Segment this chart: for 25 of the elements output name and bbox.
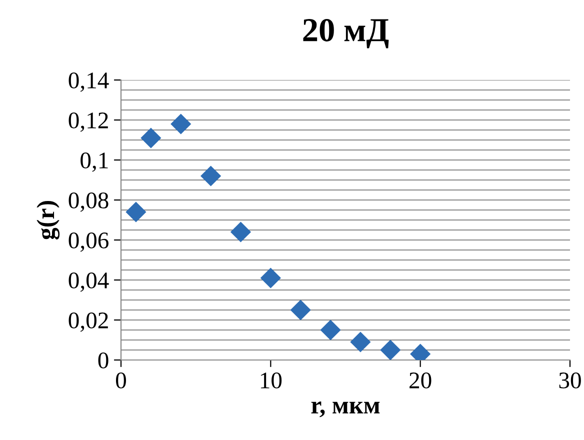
x-tick-label: 20 [410, 372, 432, 388]
y-tick-label: 0,06 [68, 232, 108, 252]
y-axis-title: g(r) [36, 200, 60, 240]
point [260, 268, 281, 288]
point [350, 332, 371, 352]
y-tick-label: 0,02 [68, 312, 108, 332]
point [170, 114, 192, 134]
point [140, 128, 162, 148]
y-tick-label: 0,08 [68, 192, 108, 212]
y-tick-label: 0,04 [68, 272, 109, 292]
point [230, 222, 252, 242]
y-tick-label: 0,14 [68, 72, 109, 92]
x-tick-label: 0 [116, 372, 126, 388]
point [290, 300, 311, 320]
x-tick-label: 10 [260, 372, 282, 388]
chart-title: 20 мД [303, 18, 389, 48]
y-tick-label: 0 [98, 352, 108, 368]
y-tick-label: 0,1 [80, 152, 108, 172]
point [200, 166, 222, 186]
point [126, 202, 146, 222]
point [320, 320, 341, 340]
point [380, 340, 401, 360]
y-tick-label: 0,12 [68, 112, 108, 132]
x-tick-label: 30 [559, 372, 581, 388]
x-axis-title: r, мкм [311, 402, 380, 418]
